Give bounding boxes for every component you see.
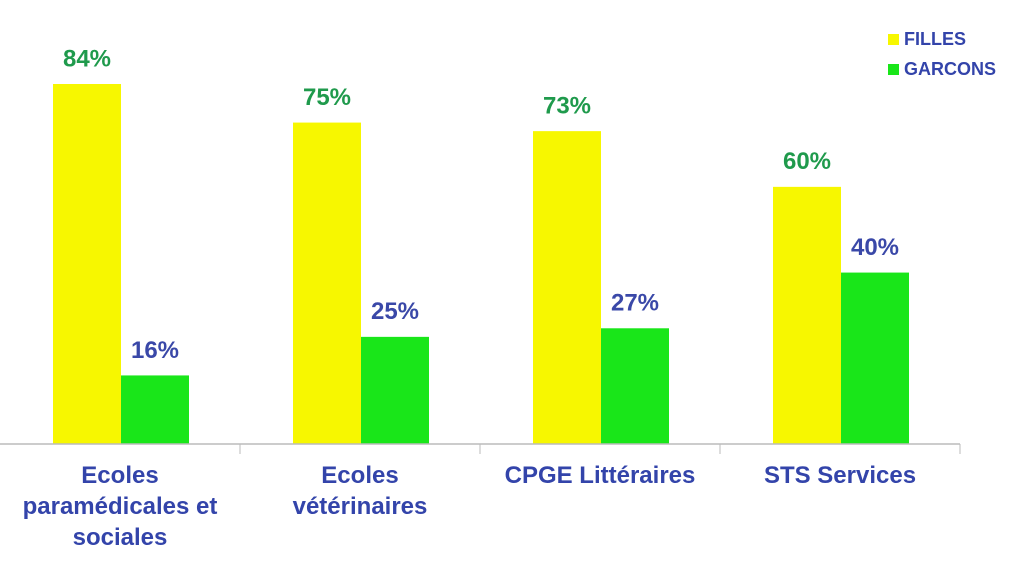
x-tick-label: Ecoles vétérinaires: [292, 462, 428, 520]
value-label: 84%: [63, 45, 111, 72]
legend-swatch: [888, 64, 899, 75]
x-tick-label: CPGE Littéraires: [504, 462, 696, 489]
x-tick-label: Ecoles paramédicales et sociales: [22, 462, 218, 551]
bar: [841, 272, 909, 444]
legend-label: GARCONS: [904, 59, 996, 79]
value-label: 40%: [851, 234, 899, 261]
value-label: 16%: [131, 337, 179, 364]
bar: [773, 186, 841, 444]
bar: [601, 328, 669, 444]
legend-swatch: [888, 34, 899, 45]
value-label: 27%: [611, 290, 659, 317]
legend-label: FILLES: [904, 29, 966, 49]
bar: [53, 84, 121, 444]
value-label: 60%: [783, 148, 831, 175]
bar: [361, 336, 429, 444]
value-label: 25%: [371, 298, 419, 325]
bar: [293, 122, 361, 445]
bar: [121, 375, 189, 444]
x-tick-label: STS Services: [763, 462, 917, 489]
value-label: 75%: [303, 84, 351, 111]
bar: [533, 131, 601, 444]
value-label: 73%: [543, 92, 591, 119]
